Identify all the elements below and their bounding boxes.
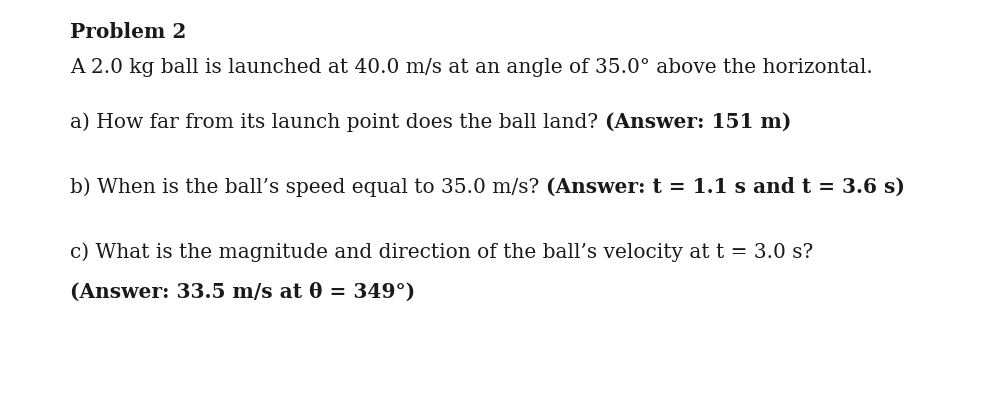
Text: (Answer: 33.5 m/s at θ = 349°): (Answer: 33.5 m/s at θ = 349°) bbox=[70, 282, 415, 302]
Text: b) When is the ball’s speed equal to 35.0 m/s?: b) When is the ball’s speed equal to 35.… bbox=[70, 177, 546, 197]
Text: Problem 2: Problem 2 bbox=[70, 22, 187, 42]
Text: (Answer: 151 m): (Answer: 151 m) bbox=[605, 112, 792, 132]
Text: (Answer: t = 1.1 s and t = 3.6 s): (Answer: t = 1.1 s and t = 3.6 s) bbox=[546, 177, 905, 197]
Text: a) How far from its launch point does the ball land?: a) How far from its launch point does th… bbox=[70, 112, 605, 132]
Text: c) What is the magnitude and direction of the ball’s velocity at t = 3.0 s?: c) What is the magnitude and direction o… bbox=[70, 242, 814, 262]
Text: A 2.0 kg ball is launched at 40.0 m/s at an angle of 35.0° above the horizontal.: A 2.0 kg ball is launched at 40.0 m/s at… bbox=[70, 58, 873, 77]
